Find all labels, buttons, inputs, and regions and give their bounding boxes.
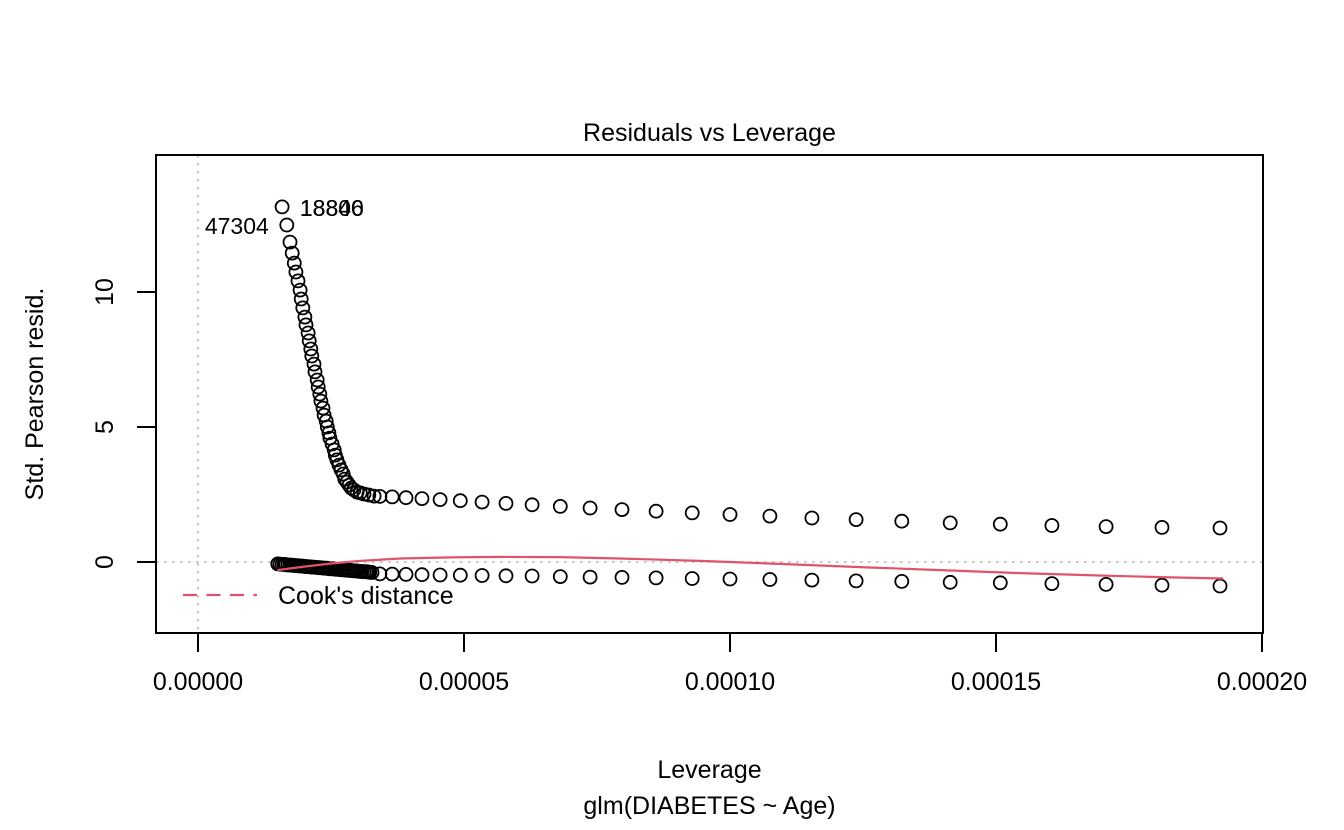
data-point (452, 567, 468, 583)
data-point (552, 569, 568, 584)
data-point (292, 282, 308, 298)
data-point (762, 572, 778, 587)
data-point (414, 567, 430, 583)
data-point (1044, 518, 1060, 533)
data-point (298, 317, 314, 333)
data-point (648, 503, 664, 519)
data-point (1212, 520, 1228, 536)
data-point (282, 234, 298, 250)
data-point (804, 510, 820, 526)
data-point (301, 333, 317, 349)
data-point (684, 571, 700, 586)
data-point (366, 488, 382, 504)
y-tick-label: 0 (91, 555, 119, 569)
data-point (306, 356, 322, 372)
data-point (319, 419, 335, 435)
x-tick-label: 0.00000 (153, 668, 243, 696)
data-point (414, 491, 430, 507)
x-tick-label: 0.00010 (685, 668, 775, 696)
y-axis-title: Std. Pearson resid. (21, 288, 49, 501)
data-point (309, 372, 325, 388)
data-point (452, 493, 468, 509)
x-tick-label: 0.00015 (951, 668, 1041, 696)
data-point (321, 425, 337, 441)
data-point (524, 568, 540, 584)
legend-label: Cook's distance (278, 582, 454, 610)
data-point (992, 575, 1008, 591)
data-point (804, 572, 820, 588)
data-point (582, 569, 598, 585)
data-point (286, 255, 302, 271)
plot-box (155, 154, 1264, 634)
point-id-label: 18840 (300, 195, 364, 221)
data-point (290, 273, 306, 289)
data-point (1044, 576, 1060, 591)
point-id-label: 18806 (300, 195, 364, 221)
data-point (293, 291, 309, 307)
data-point (300, 325, 316, 341)
point-id-label: 47304 (205, 213, 269, 239)
data-point (762, 508, 778, 524)
data-point (474, 494, 490, 510)
data-point (498, 568, 514, 584)
chart-title: Residuals vs Leverage (583, 119, 836, 147)
data-point (398, 567, 414, 582)
data-point (326, 442, 342, 458)
data-point (279, 217, 295, 233)
data-point (894, 574, 910, 589)
data-point (303, 341, 319, 357)
data-point (648, 570, 664, 586)
data-point (614, 502, 630, 518)
data-point (722, 571, 738, 587)
data-point (295, 300, 311, 316)
data-point (498, 495, 514, 511)
data-point (364, 565, 380, 580)
data-point (304, 348, 320, 364)
data-point (1098, 577, 1114, 592)
model-subtitle: glm(DIABETES ~ Age) (583, 792, 835, 820)
data-point (312, 386, 328, 402)
x-axis-title: Leverage (657, 756, 761, 784)
smooth-line (277, 555, 1224, 580)
y-tick-label: 5 (91, 420, 119, 434)
data-point (524, 497, 540, 513)
data-point (288, 264, 304, 280)
data-point (307, 364, 323, 380)
data-point (398, 490, 414, 506)
data-point (432, 567, 448, 583)
data-point (894, 513, 910, 529)
data-point (1212, 578, 1228, 594)
data-point (384, 566, 400, 582)
data-point (582, 500, 598, 516)
data-point (274, 199, 290, 215)
data-point (552, 498, 568, 514)
data-point (313, 393, 329, 409)
data-point (848, 573, 864, 589)
data-point (297, 309, 313, 325)
data-point (310, 379, 326, 395)
data-point (684, 505, 700, 521)
data-point (284, 245, 300, 261)
data-point (942, 574, 958, 590)
data-point (384, 489, 400, 505)
data-point (722, 507, 738, 522)
data-point (992, 516, 1008, 532)
y-tick-label: 10 (91, 278, 119, 306)
data-point (848, 512, 864, 527)
data-point (1154, 520, 1170, 535)
data-point (1098, 519, 1114, 534)
data-point (1154, 577, 1170, 593)
x-tick-label: 0.00005 (419, 668, 509, 696)
data-point (942, 515, 958, 531)
data-point (614, 570, 630, 585)
data-point (474, 568, 490, 583)
data-point (361, 487, 377, 503)
x-tick-label: 0.00020 (1217, 668, 1307, 696)
data-point (432, 492, 448, 508)
